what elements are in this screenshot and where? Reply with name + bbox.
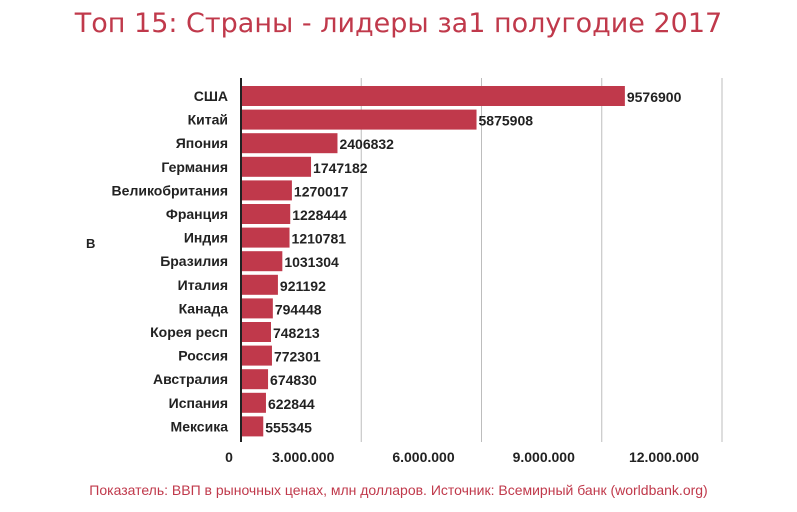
bar-2	[241, 133, 338, 154]
x-tick-label-2: 6.000.000	[392, 449, 454, 465]
value-label-1: 5875908	[479, 113, 534, 129]
value-label-3: 1747182	[313, 160, 368, 176]
bar-3	[241, 156, 312, 177]
category-label-6: Индия	[184, 230, 228, 246]
value-label-14: 555345	[265, 419, 312, 435]
x-tick-label-3: 9.000.000	[513, 449, 575, 465]
bar-6	[241, 227, 290, 248]
category-label-12: Австралия	[153, 371, 228, 387]
category-label-11: Россия	[178, 348, 228, 364]
value-label-9: 794448	[275, 301, 322, 317]
x-tick-label-0: 0	[225, 449, 233, 465]
value-label-8: 921192	[280, 278, 326, 294]
bar-0	[241, 86, 625, 106]
category-label-2: Япония	[176, 135, 228, 151]
category-label-0: США	[194, 88, 228, 104]
value-label-12: 674830	[270, 372, 317, 388]
category-label-7: Бразилия	[160, 253, 228, 269]
category-label-8: Италия	[178, 277, 228, 293]
bar-7	[241, 251, 283, 272]
value-label-11: 772301	[274, 349, 321, 365]
category-label-10: Корея респ	[150, 324, 228, 340]
value-label-5: 1228444	[292, 207, 347, 223]
bar-8	[241, 274, 278, 295]
bar-9	[241, 298, 273, 319]
bar-5	[241, 204, 291, 224]
category-label-9: Канада	[179, 300, 229, 316]
bar-14	[241, 416, 264, 437]
bar-13	[241, 392, 266, 413]
stray-label: B	[86, 236, 96, 251]
bar-11	[241, 345, 272, 366]
category-label-14: Мексика	[171, 418, 229, 434]
category-label-5: Франция	[166, 206, 228, 222]
category-label-3: Германия	[161, 159, 228, 175]
category-label-4: Великобритания	[112, 182, 228, 198]
x-tick-label-4: 12.000.000	[629, 449, 699, 465]
value-label-4: 1270017	[294, 183, 349, 199]
value-label-13: 622844	[268, 396, 315, 412]
bar-10	[241, 322, 271, 342]
value-label-7: 1031304	[284, 254, 339, 270]
category-label-13: Испания	[169, 395, 228, 411]
value-label-6: 1210781	[292, 231, 347, 247]
value-label-10: 748213	[273, 325, 320, 341]
value-label-0: 9576900	[627, 89, 682, 105]
value-label-2: 2406832	[339, 136, 394, 152]
chart-title: Топ 15: Страны - лидеры за1 полугодие 20…	[74, 8, 723, 39]
bar-1	[241, 109, 477, 130]
category-label-1: Китай	[188, 112, 228, 128]
bar-12	[241, 369, 269, 390]
source-footer: Показатель: ВВП в рыночных ценах, млн до…	[89, 482, 708, 498]
x-tick-label-1: 3.000.000	[272, 449, 334, 465]
bar-4	[241, 180, 292, 201]
